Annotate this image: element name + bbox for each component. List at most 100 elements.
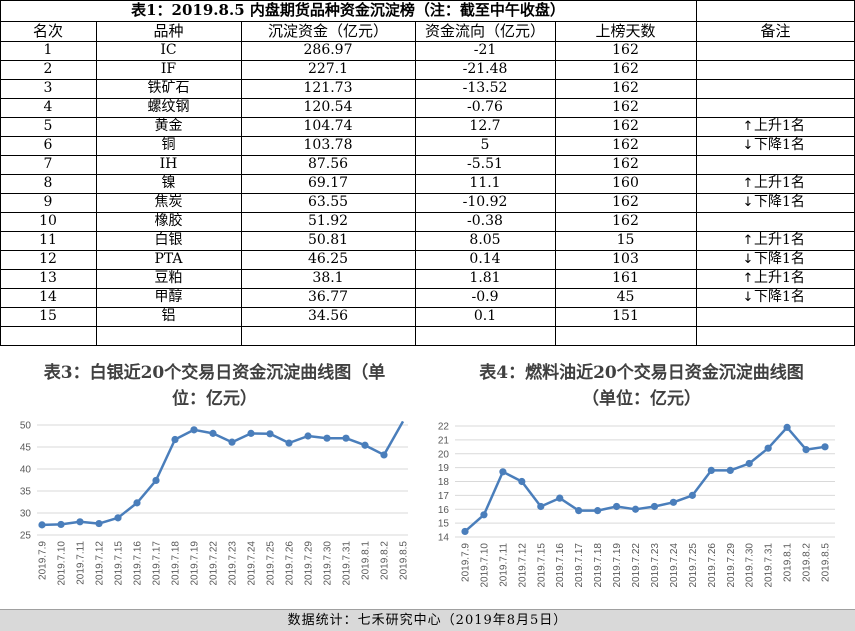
- x-tick-label: 2019.7.16: [555, 543, 566, 588]
- x-tick-label: 2019.7.10: [479, 543, 490, 588]
- cell-note: [742, 41, 852, 60]
- y-tick-label: 18: [438, 477, 450, 488]
- cell-capital: 286.97: [303, 42, 353, 58]
- arrow-down-icon: ↓: [742, 290, 754, 305]
- data-point: [594, 507, 602, 515]
- cell-name: 白银: [154, 232, 183, 248]
- series-line: [464, 426, 826, 533]
- x-tick-label: 2019.7.10: [57, 541, 68, 586]
- cell-name: 甲醇: [154, 289, 183, 305]
- data-point: [57, 520, 65, 529]
- data-point: [707, 466, 715, 474]
- data-point: [650, 502, 659, 511]
- note-text: 上升1名: [754, 270, 805, 286]
- cell-note: [742, 212, 852, 231]
- x-tick-label: 2019.7.24: [247, 541, 258, 586]
- table-title: 表1：2019.8.5 内盘期货品种资金沉淀榜（注：截至中午收盘）: [131, 1, 565, 19]
- data-point: [152, 476, 160, 485]
- footer-source: 数据统计：七禾研究中心（2019年8月5日）: [0, 609, 855, 631]
- y-tick-label: 16: [438, 505, 450, 516]
- cell-name: 铝: [161, 308, 176, 324]
- data-point: [361, 441, 369, 449]
- cell-days: 162: [612, 194, 639, 210]
- cell-flow: -0.38: [467, 213, 503, 229]
- data-point: [228, 438, 236, 446]
- data-point: [342, 434, 350, 442]
- note-text: 上升1名: [754, 118, 805, 134]
- y-tick-label: 45: [20, 443, 32, 454]
- x-tick-label: 2019.7.18: [171, 541, 182, 586]
- cell-rank: 6: [43, 137, 53, 153]
- data-point: [285, 439, 293, 447]
- note-text: 下降1名: [754, 289, 805, 305]
- cell-flow: 0.1: [473, 308, 497, 324]
- cell-rank: 11: [39, 232, 57, 248]
- y-tick-label: 20: [438, 449, 450, 460]
- arrow-down-icon: ↓: [742, 195, 754, 210]
- x-tick-label: 2019.7.23: [650, 543, 661, 588]
- cell-flow: -0.76: [467, 99, 503, 115]
- data-point: [480, 511, 488, 519]
- data-point: [95, 519, 103, 528]
- arrow-up-icon: ↑: [742, 271, 754, 286]
- cell-capital: 50.81: [307, 232, 349, 248]
- cell-note: ↑上升1名: [742, 269, 852, 288]
- x-tick-label: 2019.7.15: [114, 541, 125, 586]
- cell-days: 162: [612, 213, 639, 229]
- fund-ranking-table: 表1：2019.8.5 内盘期货品种资金沉淀榜（注：截至中午收盘） 名次 品种 …: [0, 0, 855, 346]
- x-tick-label: 2019.7.30: [323, 541, 334, 586]
- cell-note: [742, 98, 852, 117]
- cell-rank: 9: [43, 194, 53, 210]
- y-tick-label: 21: [438, 435, 450, 446]
- data-point: [461, 527, 469, 536]
- cell-note: [742, 79, 852, 98]
- x-tick-label: 2019.8.1: [361, 541, 372, 580]
- x-tick-label: 2019.7.25: [688, 543, 699, 588]
- data-point: [171, 435, 179, 444]
- note-text: 下降1名: [754, 137, 805, 153]
- data-point: [323, 434, 331, 442]
- cell-flow: 5: [480, 137, 490, 153]
- y-tick-label: 19: [438, 463, 450, 474]
- y-tick-label: 35: [20, 487, 32, 498]
- data-point: [821, 443, 829, 451]
- y-tick-label: 14: [438, 533, 450, 544]
- cell-days: 45: [616, 289, 635, 305]
- cell-name: 黄金: [154, 118, 183, 134]
- y-tick-label: 30: [20, 509, 32, 520]
- cell-note: ↓下降1名: [742, 288, 852, 307]
- cell-note: [742, 60, 852, 79]
- cell-rank: 1: [43, 42, 53, 58]
- data-point: [133, 499, 141, 507]
- cell-rank: 14: [39, 289, 57, 305]
- cell-name: 焦炭: [154, 194, 183, 210]
- x-tick-label: 2019.7.9: [38, 541, 49, 580]
- fuel-oil-chart-title-line2: （单位：亿元）: [582, 389, 701, 409]
- silver-chart-panel: 表3：白银近20个交易日资金沉淀曲线图（单 位：亿元） 25 30 35 40 45 50…: [3, 352, 426, 607]
- data-point: [669, 498, 678, 506]
- cell-name: IH: [159, 156, 178, 172]
- cell-capital: 120.54: [303, 99, 353, 115]
- x-tick-label: 2019.7.16: [133, 541, 144, 586]
- x-tick-label: 2019.7.30: [745, 543, 756, 588]
- cell-note: [742, 307, 852, 326]
- fuel-oil-chart-panel: 表4：燃料油近20个交易日资金沉淀曲线图 （单位：亿元） 14 15 16 17 18 1…: [430, 352, 853, 607]
- x-tick-label: 2019.7.23: [228, 541, 239, 586]
- x-tick-label: 2019.7.29: [304, 541, 315, 586]
- cell-flow: -21.48: [462, 61, 508, 77]
- silver-chart-title: 表3：白银近20个交易日资金沉淀曲线图（单 位：亿元）: [3, 360, 426, 412]
- x-tick-label: 2019.7.25: [266, 541, 277, 586]
- header-rank: 名次: [32, 22, 63, 40]
- data-point: [247, 429, 255, 437]
- cell-rank: 3: [43, 80, 53, 96]
- data-point: [266, 430, 274, 438]
- cell-capital: 51.92: [307, 213, 349, 229]
- cell-days: 162: [612, 80, 639, 96]
- x-tick-label: 2019.7.22: [631, 543, 642, 588]
- cell-rank: 7: [43, 156, 53, 172]
- cell-capital: 103.78: [303, 137, 353, 153]
- x-tick-label: 2019.8.2: [802, 543, 813, 582]
- y-tick-label: 17: [438, 491, 450, 502]
- y-tick-label: 50: [20, 421, 32, 432]
- cell-name: 豆粕: [154, 270, 183, 286]
